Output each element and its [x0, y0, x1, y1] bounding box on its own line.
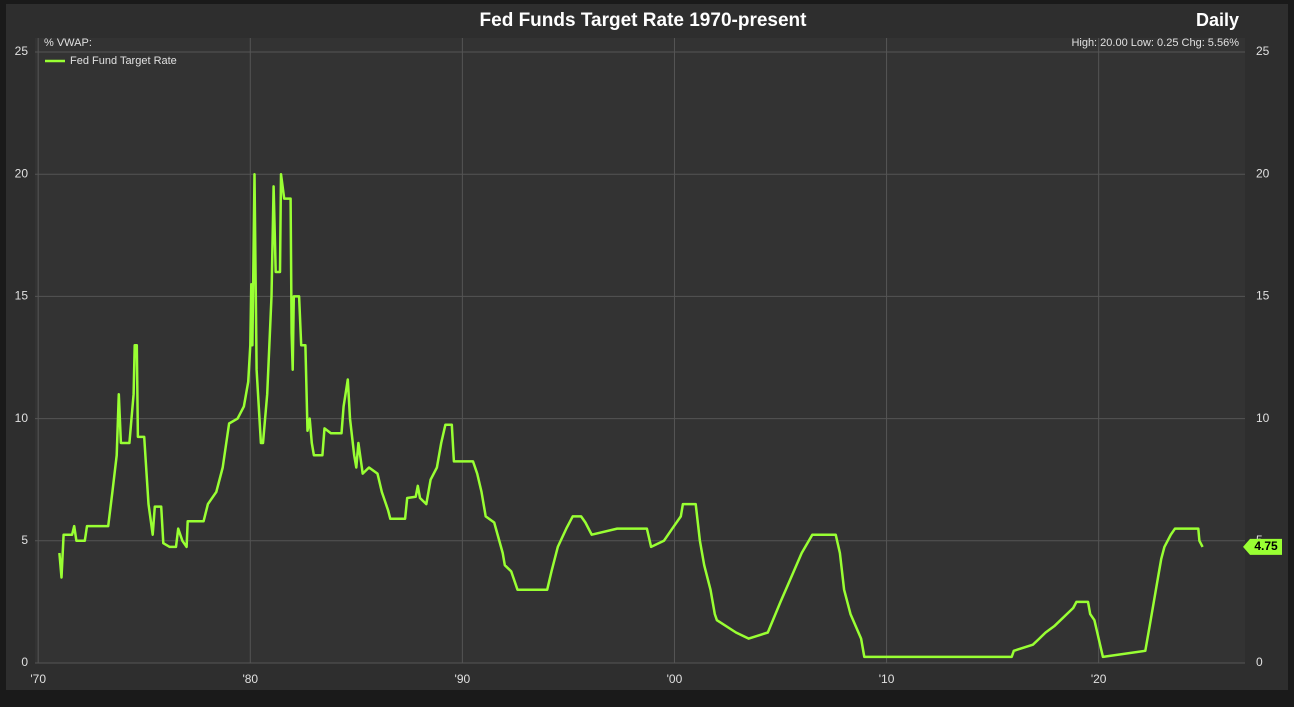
y2-tick-label: 20: [1256, 166, 1270, 180]
stats-label: High: 20.00 Low: 0.25 Chg: 5.56%: [1071, 37, 1239, 49]
y-tick-label: 25: [15, 44, 29, 58]
legend-label: Fed Fund Target Rate: [70, 55, 177, 67]
x-tick-label: '20: [1091, 672, 1107, 686]
y-axis-label: % VWAP:: [44, 37, 92, 49]
y-tick-label: 15: [15, 289, 29, 303]
x-tick-label: '10: [879, 672, 895, 686]
y2-tick-label: 10: [1256, 411, 1270, 425]
y2-tick-label: 25: [1256, 44, 1270, 58]
y2-tick-label: 0: [1256, 655, 1263, 669]
x-tick-label: '00: [667, 672, 683, 686]
x-tick-label: '90: [455, 672, 471, 686]
last-value-tag: [1243, 538, 1282, 555]
y2-tick-label: 15: [1256, 289, 1270, 303]
last-value-label: 4.75: [1254, 539, 1278, 553]
x-tick-label: '80: [242, 672, 258, 686]
period-label: Daily: [1196, 10, 1239, 30]
y-tick-label: 0: [21, 655, 28, 669]
chart-title: Fed Funds Target Rate 1970-present: [480, 10, 808, 31]
y-tick-label: 20: [15, 166, 29, 180]
x-tick-label: '70: [30, 672, 46, 686]
data-line: [58, 172, 1204, 659]
y-tick-label: 10: [15, 411, 29, 425]
y-tick-label: 5: [21, 533, 28, 547]
plot-area: [35, 38, 1245, 663]
